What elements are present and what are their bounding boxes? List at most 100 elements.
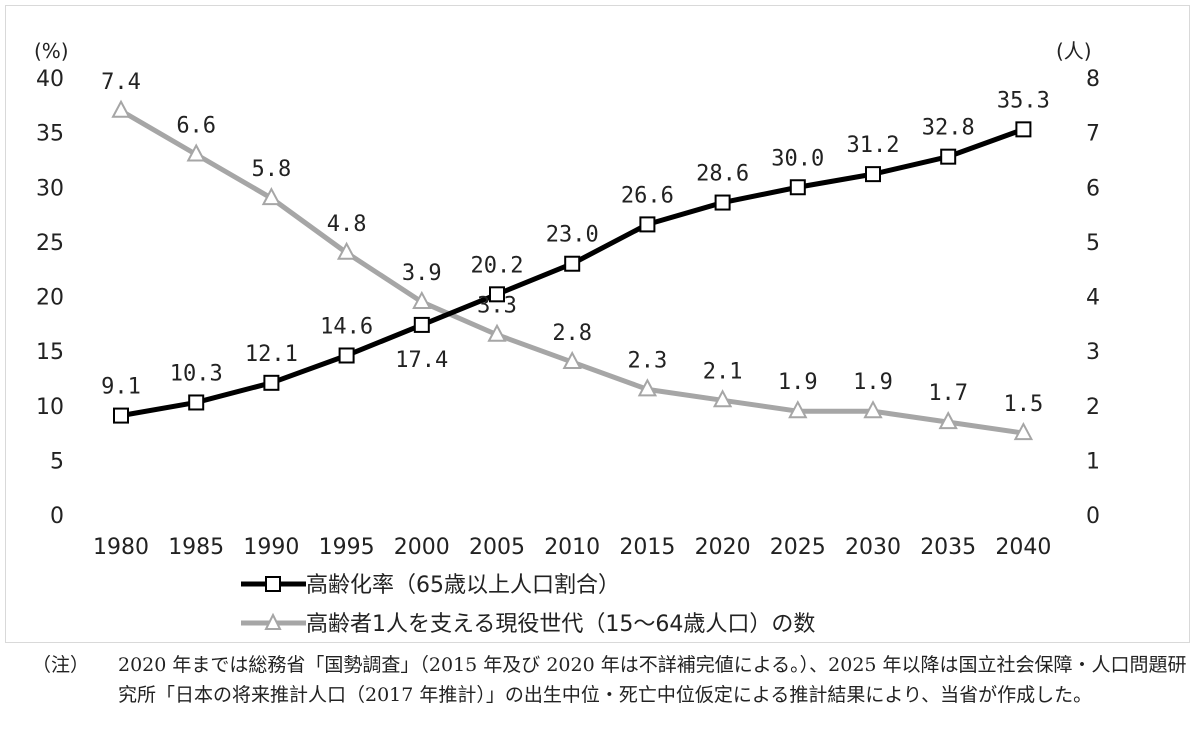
legend-item-aging-rate: 高齢化率（65歳以上人口割合）: [241, 573, 620, 598]
legend-item-working-age-support: 高齢者1人を支える現役世代（15〜64歳人口）の数: [241, 612, 815, 637]
data-label-aging-rate: 23.0: [546, 223, 599, 248]
triangle-marker: [712, 389, 733, 408]
x-tick-label: 1995: [319, 535, 375, 560]
square-marker: [413, 316, 430, 333]
left-tick-label: 10: [36, 395, 64, 420]
data-label-aging-rate: 35.3: [997, 88, 1050, 113]
legend-triangle-marker: [264, 612, 282, 630]
footnote-text: 2020 年までは総務省「国勢調査」（2015 年及び 2020 年は不詳補完値…: [118, 654, 1187, 706]
legend-label-working-age: 高齢者1人を支える現役世代（15〜64歳人口）の数: [306, 612, 815, 637]
data-label-working-age: 3.3: [477, 294, 517, 319]
right-tick-label: 8: [1086, 67, 1100, 92]
data-label-working-age: 5.8: [252, 157, 292, 182]
data-label-aging-rate: 31.2: [847, 133, 900, 158]
data-label-working-age: 1.7: [928, 381, 968, 406]
right-tick-label: 1: [1086, 449, 1100, 474]
right-tick-label: 5: [1086, 231, 1100, 256]
x-tick-label: 2005: [469, 535, 525, 560]
left-axis-ticks: 0 5 10 15 20 25 30 35 40: [36, 67, 64, 529]
square-marker: [338, 347, 355, 364]
left-tick-label: 30: [36, 176, 64, 201]
square-marker: [113, 407, 129, 424]
data-label-aging-rate: 26.6: [621, 183, 674, 208]
footnote-label: （注）: [32, 654, 90, 676]
x-tick-label: 2000: [394, 535, 450, 560]
data-label-working-age: 1.5: [1004, 392, 1044, 417]
data-label-working-age: 6.6: [176, 113, 216, 138]
right-axis-ticks: 0 1 2 3 4 5 6 7 8: [1086, 67, 1100, 529]
legend-label-aging-rate: 高齢化率（65歳以上人口割合）: [306, 573, 620, 598]
data-label-working-age: 2.3: [628, 348, 668, 373]
data-label-aging-rate: 9.1: [101, 375, 141, 400]
square-marker: [188, 394, 205, 411]
square-marker: [263, 374, 280, 391]
data-label-working-age: 2.1: [703, 359, 743, 384]
data-label-aging-rate: 14.6: [320, 314, 373, 339]
data-label-aging-rate: 32.8: [922, 116, 975, 141]
x-tick-label: 1990: [243, 535, 299, 560]
data-label-working-age: 2.8: [552, 321, 592, 346]
triangle-marker: [938, 411, 958, 430]
legend-square-marker: [265, 576, 281, 592]
data-label-aging-rate: 10.3: [170, 361, 223, 386]
x-tick-label: 2035: [920, 535, 976, 560]
data-label-working-age: 7.4: [101, 70, 141, 95]
square-marker: [789, 179, 806, 196]
left-tick-label: 15: [36, 340, 64, 365]
triangle-marker: [788, 400, 808, 419]
right-tick-label: 6: [1086, 176, 1100, 201]
data-label-aging-rate: 20.2: [471, 253, 524, 278]
data-label-working-age: 1.9: [778, 370, 818, 395]
data-label-working-age: 1.9: [853, 370, 893, 395]
x-tick-label: 1985: [168, 535, 224, 560]
x-tick-label: 2040: [995, 535, 1051, 560]
square-marker: [639, 216, 656, 233]
x-tick-label: 2010: [544, 535, 600, 560]
square-marker: [714, 194, 731, 211]
left-tick-label: 5: [50, 449, 64, 474]
series-layer: 9.1 10.3 12.1 14.6 17.4 20.2 23.0 26.6 28.6 30.0 3…: [101, 70, 1050, 441]
x-axis-ticks: 1980 1985 1990 1995 2000 2005 2010 2015 2020 2025…: [93, 535, 1051, 560]
x-tick-label: 2020: [695, 535, 751, 560]
x-tick-label: 1980: [93, 535, 149, 560]
triangle-marker: [111, 99, 131, 118]
right-tick-label: 2: [1086, 395, 1100, 420]
legend: 高齢化率（65歳以上人口割合） 高齢者1人を支える現役世代（15〜64歳人口）の…: [241, 573, 815, 637]
triangle-marker: [336, 241, 357, 260]
x-tick-label: 2030: [845, 535, 901, 560]
triangle-marker: [637, 378, 658, 397]
data-label-aging-rate: 17.4: [395, 348, 448, 373]
x-tick-label: 2015: [619, 535, 675, 560]
right-axis-unit: (人): [1056, 39, 1092, 63]
square-marker: [865, 166, 881, 183]
square-marker: [940, 148, 957, 165]
data-label-aging-rate: 30.0: [771, 146, 824, 171]
triangle-marker: [412, 290, 432, 309]
triangle-marker: [1013, 421, 1034, 441]
data-label-working-age: 3.9: [402, 261, 442, 286]
triangle-marker: [261, 187, 282, 206]
triangle-marker: [562, 350, 582, 370]
x-tick-label: 2025: [770, 535, 826, 560]
triangle-marker: [487, 323, 507, 342]
triangle-marker: [863, 400, 883, 419]
right-tick-label: 3: [1086, 340, 1100, 365]
data-labels: 9.1 10.3 12.1 14.6 17.4 20.2 23.0 26.6 28.6 30.0 3…: [101, 70, 1050, 417]
square-marker: [1015, 121, 1032, 138]
triangle-marker: [186, 143, 206, 162]
data-label-aging-rate: 12.1: [245, 342, 298, 367]
right-tick-label: 0: [1086, 504, 1100, 529]
left-axis-unit: (%): [34, 39, 69, 63]
data-label-aging-rate: 28.6: [696, 162, 749, 187]
square-marker: [564, 255, 581, 272]
left-tick-label: 40: [36, 67, 64, 92]
right-tick-label: 4: [1086, 286, 1100, 311]
series-working-age-support: [111, 99, 1034, 441]
left-tick-label: 0: [50, 504, 64, 529]
left-tick-label: 35: [36, 122, 64, 147]
series-aging-rate: [113, 121, 1032, 424]
right-tick-label: 7: [1086, 122, 1100, 147]
left-tick-label: 25: [36, 231, 64, 256]
